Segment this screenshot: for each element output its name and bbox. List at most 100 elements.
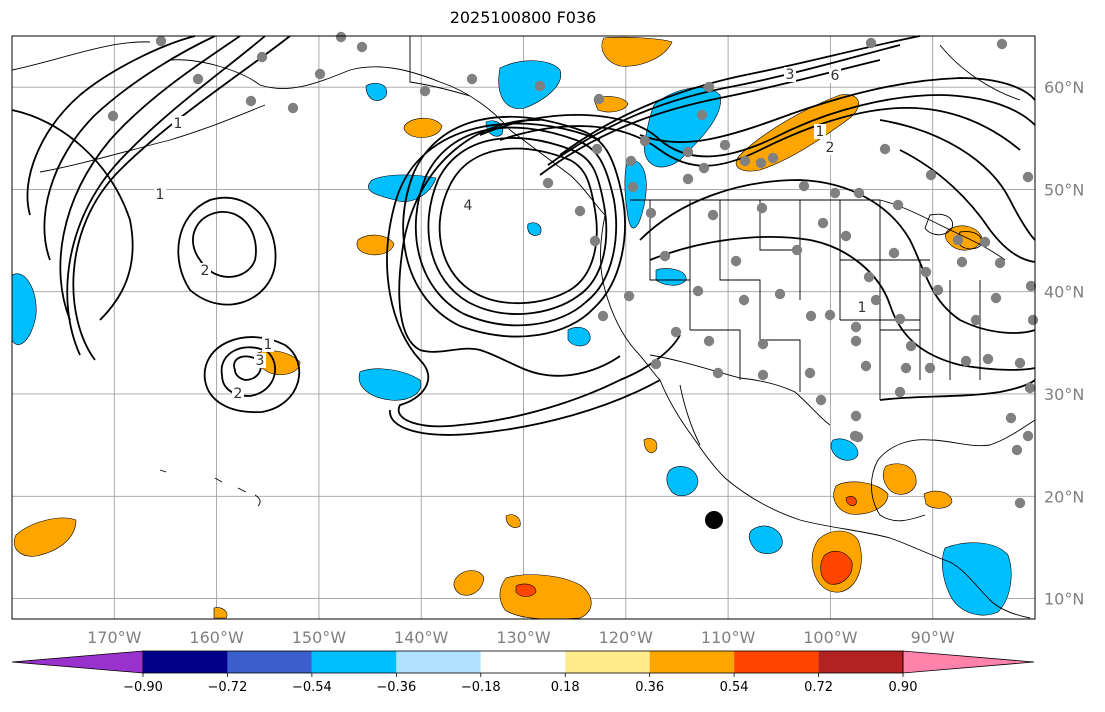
- station-marker: [924, 362, 936, 374]
- station-marker: [956, 256, 968, 268]
- contour-label: 2: [826, 140, 835, 156]
- contour-label: 6: [831, 68, 840, 84]
- station-marker: [1022, 171, 1034, 183]
- colorbar-segment: [480, 651, 566, 673]
- station-marker: [850, 410, 862, 422]
- station-marker: [757, 369, 769, 381]
- contour-west-5: [72, 35, 291, 361]
- lon-tick-label: 160°W: [189, 628, 244, 647]
- colorbar-tick-label: 0.72: [804, 680, 833, 695]
- station-marker: [682, 173, 694, 185]
- station-marker: [791, 244, 803, 256]
- coast-baja: [659, 379, 726, 479]
- station-marker: [1005, 412, 1017, 424]
- station-marker: [804, 367, 816, 379]
- contour-label-bg: [172, 116, 184, 131]
- contour-label: 1: [858, 300, 867, 316]
- station-marker: [356, 41, 368, 53]
- lat-tick-label: 50°N: [1044, 180, 1084, 199]
- pos-area-mexico: [833, 481, 889, 515]
- station-marker: [192, 73, 204, 85]
- station-marker: [534, 80, 546, 92]
- strong-pos-central-am: [820, 550, 853, 585]
- contour-pacific-high-3: [414, 126, 617, 327]
- station-marker: [574, 205, 586, 217]
- station-marker: [829, 187, 841, 199]
- contour-label-bg: [784, 67, 796, 82]
- neg-area-small1: [567, 327, 591, 347]
- station-marker: [703, 81, 715, 93]
- contour-label-bg: [199, 263, 211, 278]
- contour-label-bg: [856, 300, 868, 315]
- lat-tick-label: 40°N: [1044, 283, 1084, 302]
- station-marker: [287, 102, 299, 114]
- station-marker: [852, 431, 864, 443]
- station-marker: [314, 68, 326, 80]
- station-marker: [542, 177, 554, 189]
- neg-area-alaska-west: [365, 83, 387, 101]
- station-marker: [894, 386, 906, 398]
- contour-label-bg: [232, 386, 244, 401]
- colorbar-tick-label: −0.54: [292, 680, 332, 695]
- station-marker: [1022, 430, 1034, 442]
- contour-label-bg: [254, 353, 266, 368]
- station-marker: [256, 51, 268, 63]
- contour-label: 1: [264, 337, 273, 353]
- station-marker: [627, 181, 639, 193]
- contour-label-bg: [462, 198, 474, 213]
- station-marker: [593, 93, 605, 105]
- station-marker: [466, 73, 478, 85]
- station-marker: [888, 247, 900, 259]
- station-marker: [850, 321, 862, 333]
- station-marker: [639, 135, 651, 147]
- contour-label: 3: [786, 67, 795, 83]
- contour-label: 2: [234, 386, 243, 402]
- colorbar-tick-label: 0.54: [720, 680, 749, 695]
- lat-tick-label: 20°N: [1044, 487, 1084, 506]
- station-marker: [659, 250, 671, 262]
- contour-jet-4: [499, 107, 1021, 167]
- border-us-mexico: [649, 354, 831, 426]
- contour-label-bg: [262, 337, 274, 352]
- neg-area-bc-south: [624, 159, 647, 229]
- station-marker: [979, 236, 991, 248]
- pos-area-small-3: [213, 607, 228, 619]
- lon-tick-label: 130°W: [496, 628, 551, 647]
- station-marker: [932, 284, 944, 296]
- station-marker: [419, 85, 431, 97]
- neg-area-alaska-gulf: [498, 60, 562, 109]
- station-marker: [597, 310, 609, 322]
- contour-west-1: [26, 35, 196, 216]
- station-marker: [1011, 444, 1023, 456]
- station-marker: [730, 255, 742, 267]
- station-marker: [996, 38, 1008, 50]
- colorbar-extend-high: [902, 650, 1035, 674]
- map-frame: [11, 35, 1036, 620]
- map-title: 2025100800 F036: [449, 8, 597, 27]
- latitude-labels: 60°N 50°N 40°N 30°N 20°N 10°N: [1044, 78, 1084, 608]
- pos-area-alaska-top: [601, 36, 673, 67]
- station-marker: [817, 217, 829, 229]
- contour-east-1: [639, 179, 1036, 334]
- station-marker: [870, 294, 882, 306]
- station-marker: [767, 152, 779, 164]
- station-marker: [155, 35, 167, 47]
- coast-gulf: [871, 419, 1036, 522]
- pos-area-south-pacific2: [453, 570, 485, 596]
- lat-tick-label: 60°N: [1044, 78, 1084, 97]
- colorbar-tick-label: −0.72: [208, 680, 248, 695]
- contour-label-bg: [829, 68, 841, 83]
- hawaii-islands: [159, 469, 261, 507]
- contours: [11, 35, 1036, 436]
- contour-pacific-high-2: [427, 137, 608, 315]
- station-marker: [774, 288, 786, 300]
- colorbar-tick-label: −0.90: [123, 680, 163, 695]
- station-marker: [982, 353, 994, 365]
- station-marker: [900, 362, 912, 374]
- station-marker: [1014, 497, 1026, 509]
- coast-mexico-west: [724, 477, 951, 563]
- colorbar-segment: [565, 651, 650, 673]
- coast-aleutians: [39, 104, 266, 173]
- neg-area-small3: [527, 222, 542, 236]
- lat-tick-label: 10°N: [1044, 590, 1084, 609]
